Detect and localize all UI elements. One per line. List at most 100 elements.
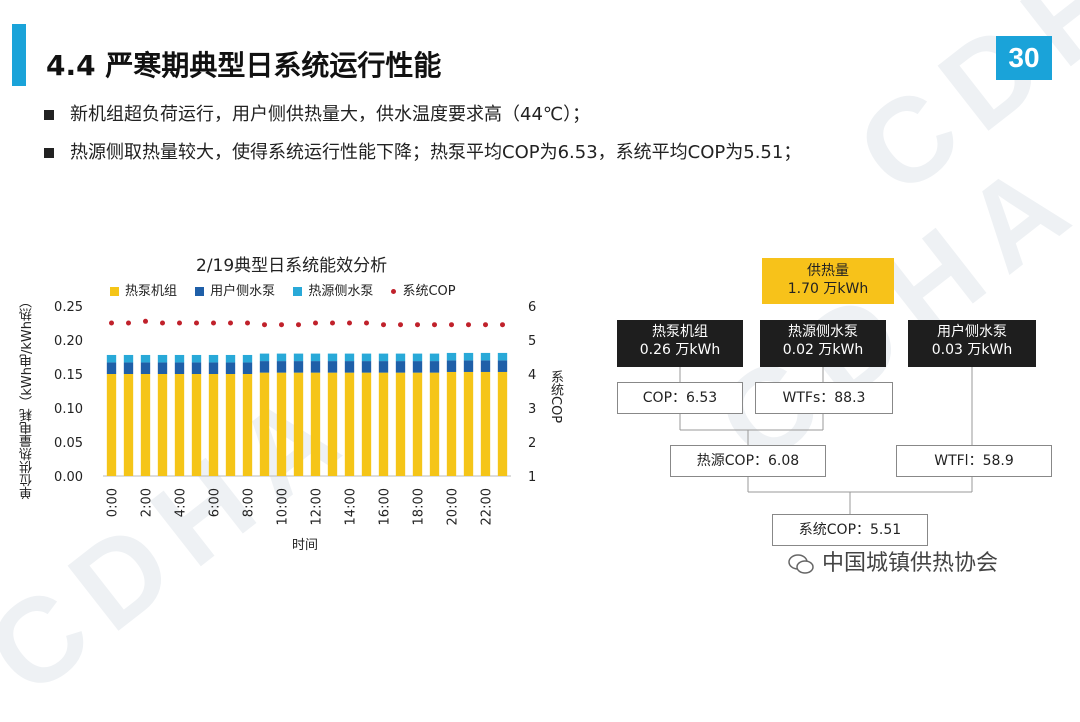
chart-title: 2/19典型日系统能效分析 (196, 256, 388, 276)
user-pump-value: 0.03 万kWh (931, 342, 1013, 358)
user-pump-box: 用户侧水泵 0.03 万kWh (908, 320, 1036, 367)
bar-segment (446, 371, 457, 476)
supply-label: 供热量 (807, 263, 849, 279)
bar-segment (174, 354, 185, 363)
cop-point (449, 322, 454, 328)
footer-text: 中国城镇供热协会 (822, 551, 999, 576)
x-tick-label: 16:00 (378, 488, 393, 525)
cop-point (466, 322, 471, 328)
bar-segment (344, 353, 355, 362)
bar-segment (480, 360, 491, 372)
bullet-square-icon (44, 110, 54, 120)
x-tick-label: 0:00 (106, 488, 121, 517)
cop-point (330, 320, 335, 326)
bar-segment (157, 374, 168, 476)
x-tick-label: 22:00 (480, 488, 495, 525)
cop-box: COP：6.53 (617, 382, 743, 414)
bar-segment (106, 374, 117, 476)
x-tick-label: 18:00 (412, 488, 427, 525)
bar-segment (174, 362, 185, 374)
source-pump-value: 0.02 万kWh (782, 342, 864, 358)
legend-item-heat-pump: 热泵机组 (110, 280, 177, 299)
bar-segment (361, 372, 372, 476)
page-number: 30 (996, 36, 1052, 80)
bar-segment (157, 354, 168, 363)
legend-dot (391, 289, 397, 294)
bar-segment (378, 353, 389, 362)
bar-segment (123, 362, 134, 374)
bar-segment (225, 374, 236, 476)
bar-segment (497, 371, 508, 476)
bar-segment (106, 354, 117, 363)
legend-label: 热源侧水泵 (308, 284, 374, 299)
bar-segment (208, 374, 219, 476)
cop-point (347, 320, 352, 326)
bullet-2: 热源侧取热量较大，使得系统运行性能下降；热泵平均COP为6.53，系统平均COP… (44, 138, 801, 164)
heat-pump-label: 热泵机组 (652, 324, 708, 340)
bar-segment (293, 372, 304, 476)
bar-segment (327, 353, 338, 362)
bar-segment (327, 372, 338, 476)
x-tick-label: 14:00 (344, 488, 359, 525)
bar-segment (140, 374, 151, 476)
cop-point (364, 320, 369, 326)
cop-point (211, 320, 216, 326)
y-tick-label: 0.10 (54, 402, 83, 417)
cop-point (296, 322, 301, 328)
y2-tick-label: 5 (528, 334, 536, 349)
bar-segment (208, 354, 219, 363)
cop-point (194, 320, 199, 326)
y-tick-label: 0.00 (54, 470, 83, 485)
legend-item-system-cop: 系统COP (391, 280, 456, 299)
x-tick-label: 2:00 (140, 488, 155, 517)
bullet-1: 新机组超负荷运行，用户侧供热量大，供水温度要求高（44℃）； (44, 100, 590, 126)
y2-tick-label: 1 (528, 470, 536, 485)
wechat-icon (788, 554, 814, 574)
cop-point (126, 320, 131, 326)
y-tick-label: 0.05 (54, 436, 83, 451)
bar-segment (259, 361, 270, 373)
wtfl-box: WTFl：58.9 (896, 445, 1052, 477)
bar-segment (361, 353, 372, 362)
legend-label: 用户侧水泵 (210, 284, 276, 299)
x-tick-label: 10:00 (276, 488, 291, 525)
bar-segment (497, 352, 508, 361)
supply-box: 供热量 1.70 万kWh (762, 258, 894, 304)
cop-point (398, 322, 403, 328)
legend-item-source-pump: 热源侧水泵 (293, 280, 373, 299)
y-tick-label: 0.15 (54, 368, 83, 383)
cop-point (279, 322, 284, 328)
bar-segment (446, 352, 457, 361)
y2-tick-label: 2 (528, 436, 536, 451)
bar-segment (497, 360, 508, 372)
legend-label: 系统COP (402, 284, 456, 299)
bar-segment (378, 361, 389, 373)
bar-segment (429, 361, 440, 373)
y2-tick-label: 6 (528, 300, 536, 315)
legend-swatch (293, 287, 303, 296)
bullet-square-icon (44, 148, 54, 158)
bar-segment (463, 360, 474, 372)
heat-pump-value: 0.26 万kWh (639, 342, 721, 358)
bar-segment (412, 372, 423, 476)
bar-segment (429, 372, 440, 476)
bar-segment (259, 353, 270, 362)
cop-point (432, 322, 437, 328)
bar-segment (395, 361, 406, 373)
bar-segment (208, 362, 219, 374)
bar-segment (463, 371, 474, 476)
x-tick-label: 12:00 (310, 488, 325, 525)
bar-segment (310, 372, 321, 476)
bar-segment (327, 361, 338, 373)
y2-axis-label: 系统COP (548, 370, 563, 424)
page-title: 4.4 严寒期典型日系统运行性能 (46, 49, 442, 82)
bar-segment (276, 372, 287, 476)
legend-item-user-pump: 用户侧水泵 (195, 280, 275, 299)
bar-segment (259, 372, 270, 476)
legend-swatch (110, 287, 119, 296)
user-pump-label: 用户侧水泵 (937, 324, 1007, 340)
bullet-2-text: 热源侧取热量较大，使得系统运行性能下降；热泵平均COP为6.53，系统平均COP… (70, 142, 802, 163)
bar-segment (344, 372, 355, 476)
cop-point (109, 320, 114, 326)
bar-segment (157, 362, 168, 374)
